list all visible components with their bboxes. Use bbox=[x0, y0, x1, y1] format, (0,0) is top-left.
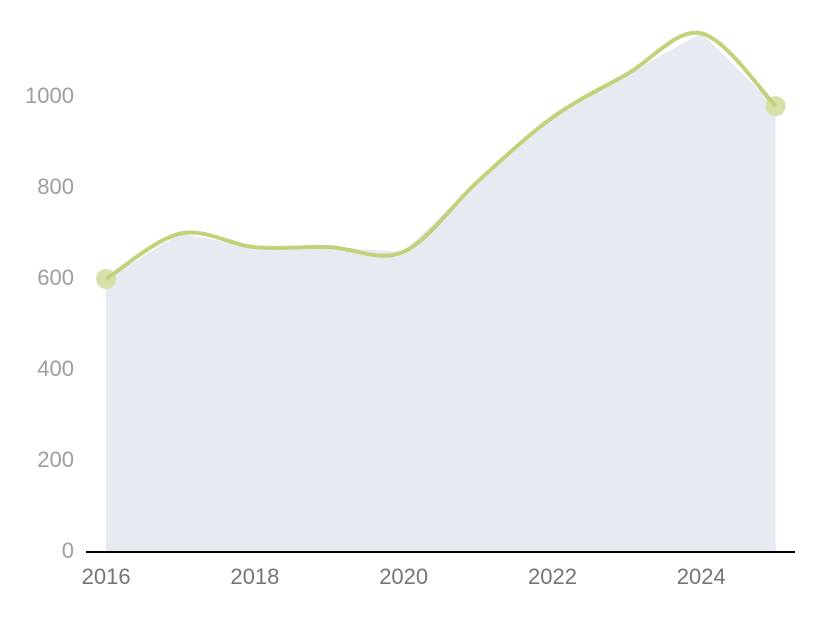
y-tick-label: 200 bbox=[37, 447, 74, 472]
y-tick-label: 400 bbox=[37, 356, 74, 381]
line bbox=[105, 30, 778, 281]
x-tick-label: 2024 bbox=[677, 564, 726, 589]
y-tick-label: 600 bbox=[37, 265, 74, 290]
area bbox=[106, 33, 776, 553]
x-tick-label: 2020 bbox=[379, 564, 428, 589]
y-tick-label: 0 bbox=[62, 538, 74, 563]
y-tick-label: 1000 bbox=[25, 83, 74, 108]
x-tick-label: 2022 bbox=[528, 564, 577, 589]
x-tick-label: 2016 bbox=[82, 564, 131, 589]
x-tick-label: 2018 bbox=[230, 564, 279, 589]
y-tick-label: 800 bbox=[37, 174, 74, 199]
